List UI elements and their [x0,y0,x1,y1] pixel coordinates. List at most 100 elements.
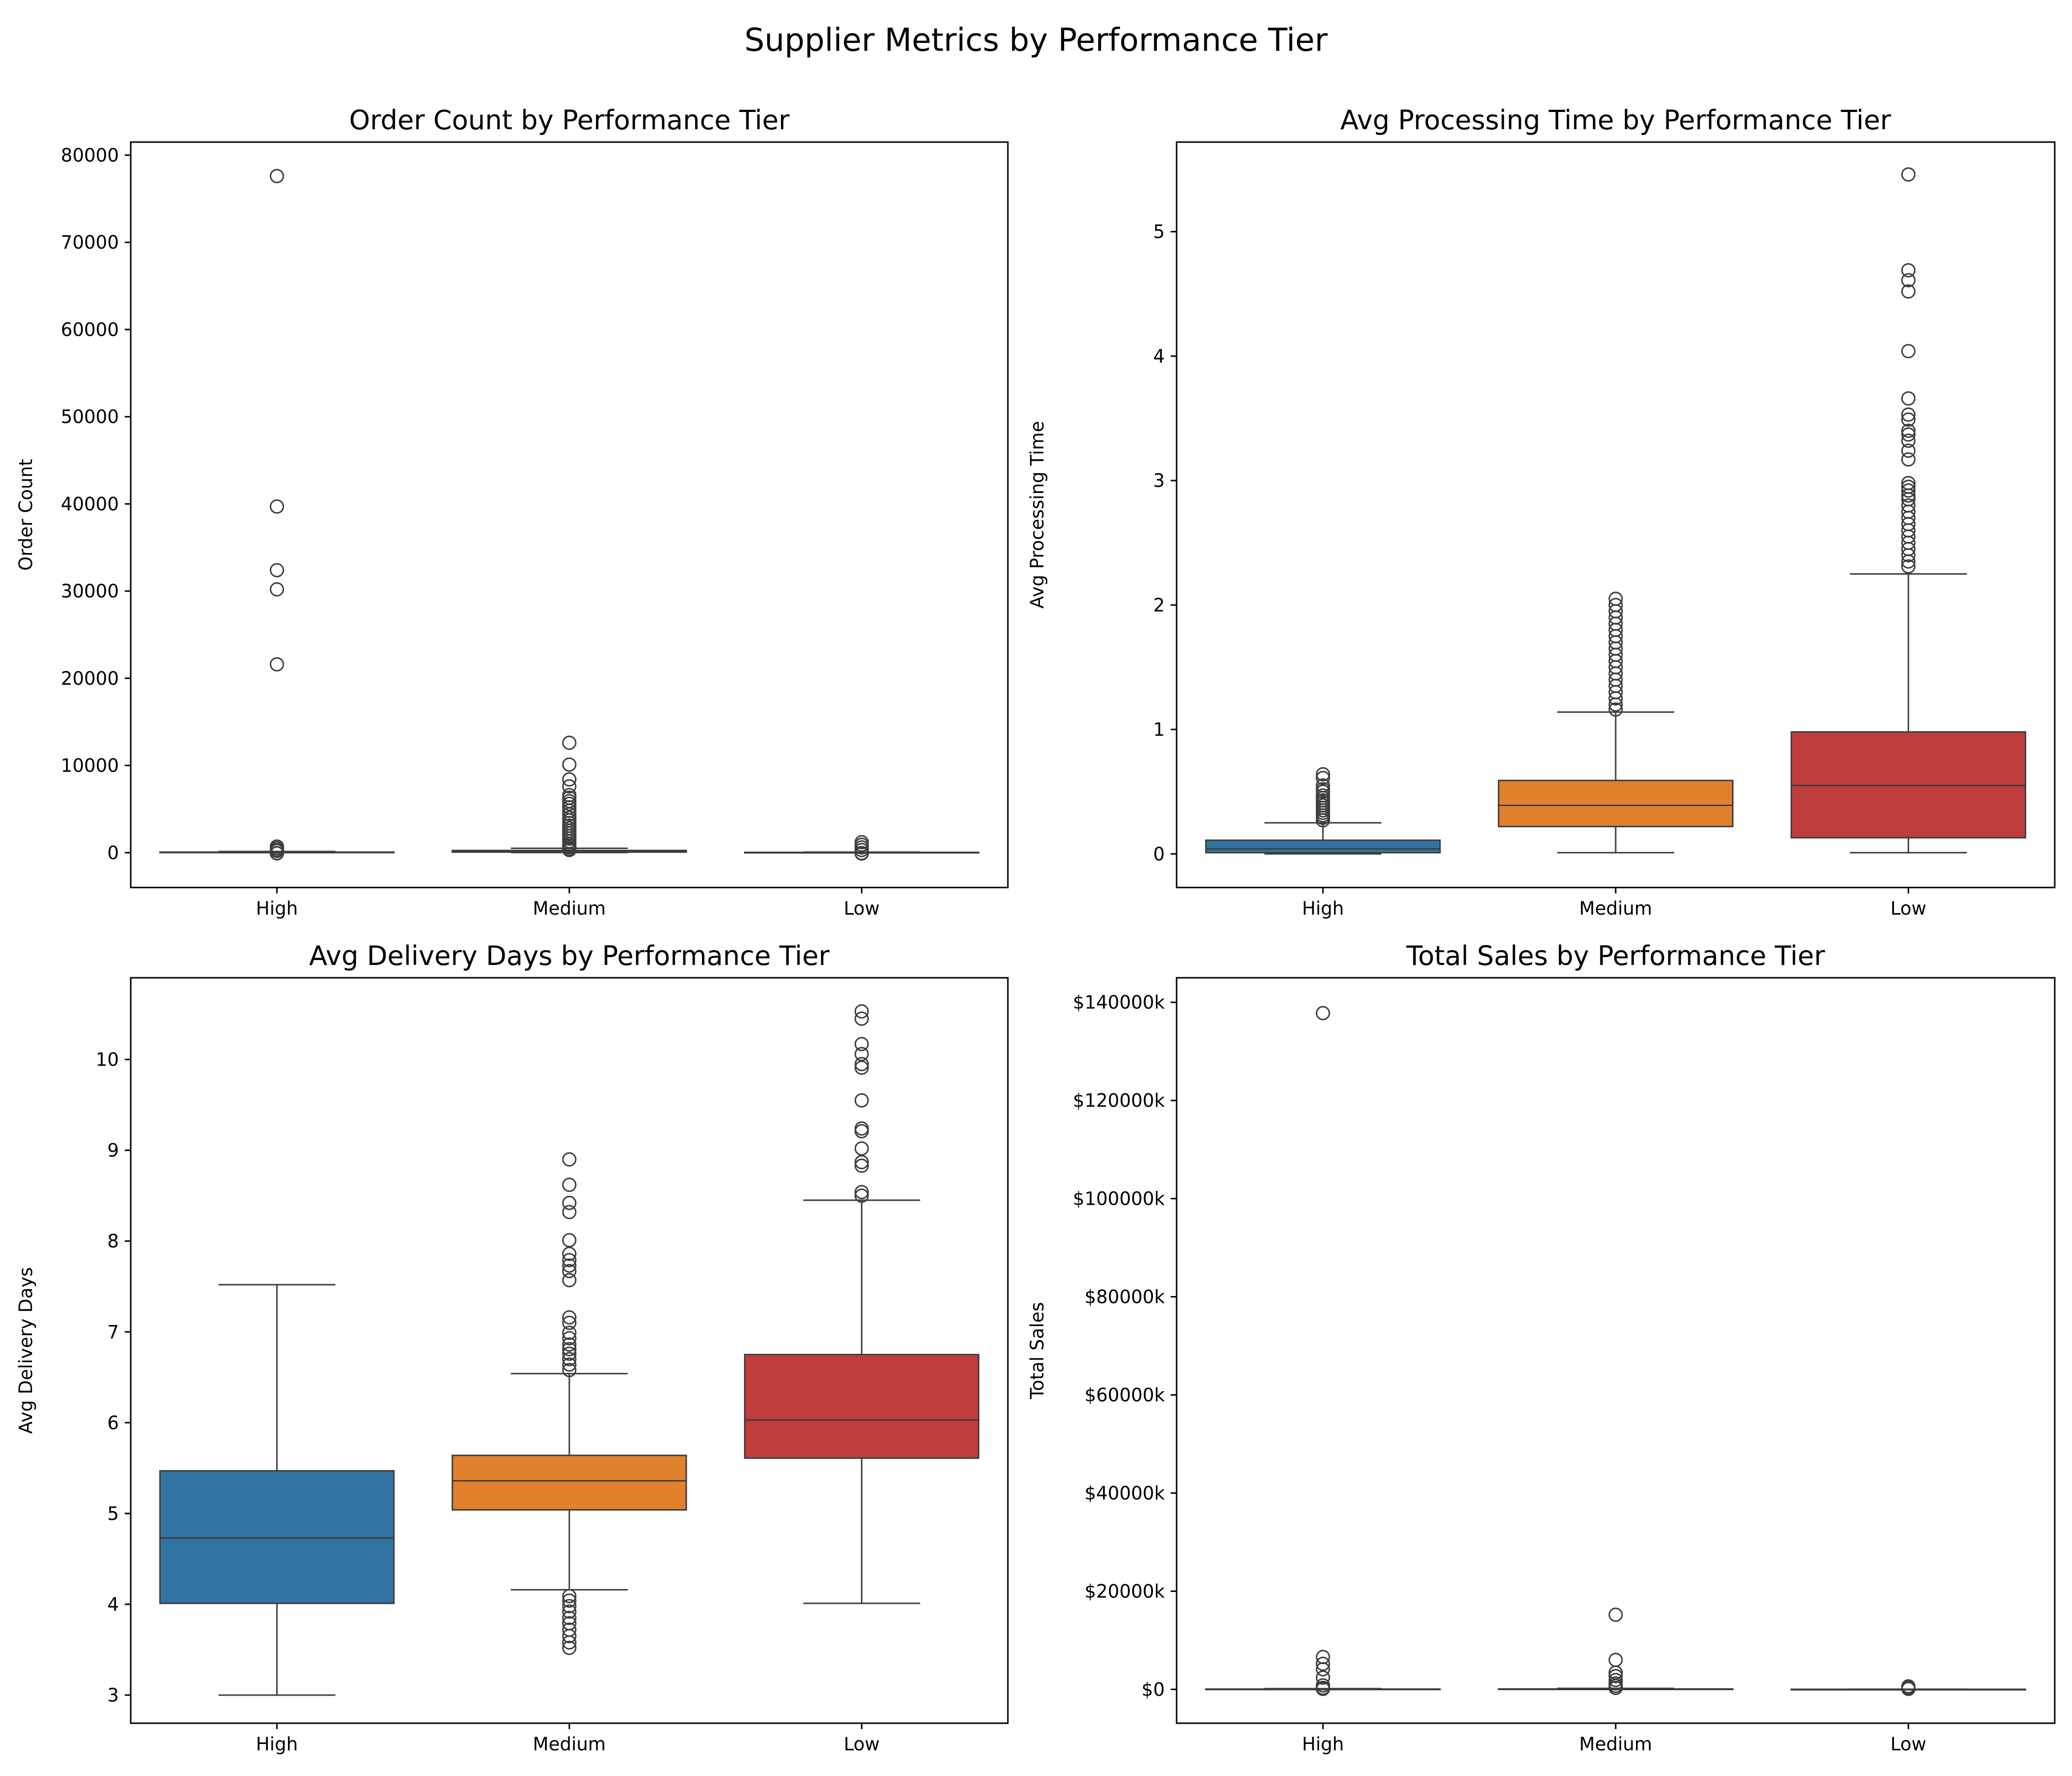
outlier-point [1901,391,1916,406]
iqr-box [1498,779,1734,827]
outlier-point [854,1188,869,1203]
chart-panel: 0 10000 20000 30000 40000 50000 60000 70000 8000… [15,105,1009,919]
outlier-point [562,1346,577,1361]
outlier-point [1901,1681,1916,1696]
y-tick-label: 60000 [61,319,119,340]
outlier-point [562,779,577,794]
iqr-box [159,1470,395,1604]
box-medium [451,736,687,857]
outlier-point [1316,813,1331,828]
outlier-point [854,1155,869,1170]
x-tick-label: Low [1890,1734,1926,1755]
x-tick-label: Medium [1579,898,1652,919]
box-medium [1498,1607,1734,1695]
outlier-point [562,1342,577,1357]
outlier-point [562,1315,577,1330]
y-tick-label: $120000k [1073,1090,1165,1111]
y-tick-label: 0 [1153,844,1165,865]
chart-panel: $0 $20000k $40000k $60000k $80000k $100000k $1… [1027,940,2056,1755]
plot-frame [130,141,1009,888]
outlier-point [562,1599,577,1614]
outlier-point [854,1036,869,1051]
outlier-point [562,1611,577,1626]
outlier-point [854,1047,869,1062]
outlier-point [1901,344,1916,359]
y-tick-label: 4 [107,1594,119,1615]
y-tick-label: 6 [107,1412,119,1434]
outlier-point [1901,444,1916,458]
outlier-point [562,1310,577,1325]
outlier-point [1901,554,1916,569]
outlier-point [1608,1669,1623,1684]
iqr-box [744,1354,980,1459]
outlier-point [1316,1681,1331,1696]
outlier-point [854,1141,869,1156]
y-tick-label: 40000 [61,493,119,515]
outlier-point [562,796,577,811]
outlier-point [1901,263,1916,278]
outlier-point [1608,1607,1623,1622]
outlier-point [562,1640,577,1655]
box-medium [451,1152,687,1655]
outlier-point [562,1205,577,1220]
x-tick-label: Low [844,1734,880,1755]
y-tick-label: 7 [107,1322,119,1343]
box-low [744,1004,980,1604]
outlier-point [562,1635,577,1650]
outlier-point [562,1363,577,1377]
outlier-point [1901,273,1916,288]
outlier-point [1316,771,1331,785]
outlier-point [1316,1670,1331,1685]
outlier-point [1316,1662,1331,1677]
y-tick-label: 5 [107,1503,119,1524]
outlier-point [562,1589,577,1603]
outlier-point [1608,1672,1623,1687]
y-tick-label: 4 [1153,346,1165,367]
y-tick-label: 50000 [61,407,119,428]
outlier-point [562,1331,577,1346]
chart-title: Total Sales by Performance Tier [1406,940,1825,971]
y-tick-label: 9 [107,1140,119,1161]
y-tick-label: $40000k [1084,1482,1165,1504]
y-tick-label: 70000 [61,232,119,253]
outlier-point [562,1628,577,1643]
y-tick-label: $60000k [1084,1385,1165,1406]
outlier-point [1901,452,1916,467]
y-tick-label: 3 [107,1685,119,1706]
outlier-point [854,1093,869,1108]
box-low [1790,167,2027,853]
x-tick-label: Medium [533,898,606,919]
y-tick-label: 1 [1153,719,1165,740]
y-tick-label: $100000k [1073,1188,1165,1210]
y-tick-label: 10 [96,1049,119,1071]
y-axis-label: Order Count [15,459,37,571]
outlier-point [854,1158,869,1173]
y-tick-label: 8 [107,1231,119,1252]
outlier-point [1608,1680,1623,1695]
outlier-point [562,1604,577,1619]
x-tick-label: High [256,898,298,919]
y-tick-label: 10000 [61,755,119,777]
box-low [744,835,980,861]
outlier-point [1901,488,1916,503]
outlier-point [562,1152,577,1167]
outlier-point [562,1263,577,1278]
outlier-point [269,657,284,672]
outlier-point [562,807,577,822]
y-tick-label: 5 [1153,222,1165,243]
outlier-point [1901,167,1916,182]
outlier-point [562,1258,577,1273]
outlier-point [1901,423,1916,438]
outlier-point [1901,284,1916,299]
outlier-point [1901,412,1916,427]
y-tick-label: 30000 [61,581,119,602]
x-tick-label: Medium [533,1734,606,1755]
chart-title: Avg Processing Time by Performance Tier [1340,105,1891,136]
outlier-point [269,582,284,597]
y-axis-label: Avg Processing Time [1027,421,1048,608]
chart-title: Order Count by Performance Tier [349,105,790,136]
x-tick-label: Low [1890,898,1926,919]
y-tick-label: 2 [1153,594,1165,616]
outlier-point [562,757,577,772]
